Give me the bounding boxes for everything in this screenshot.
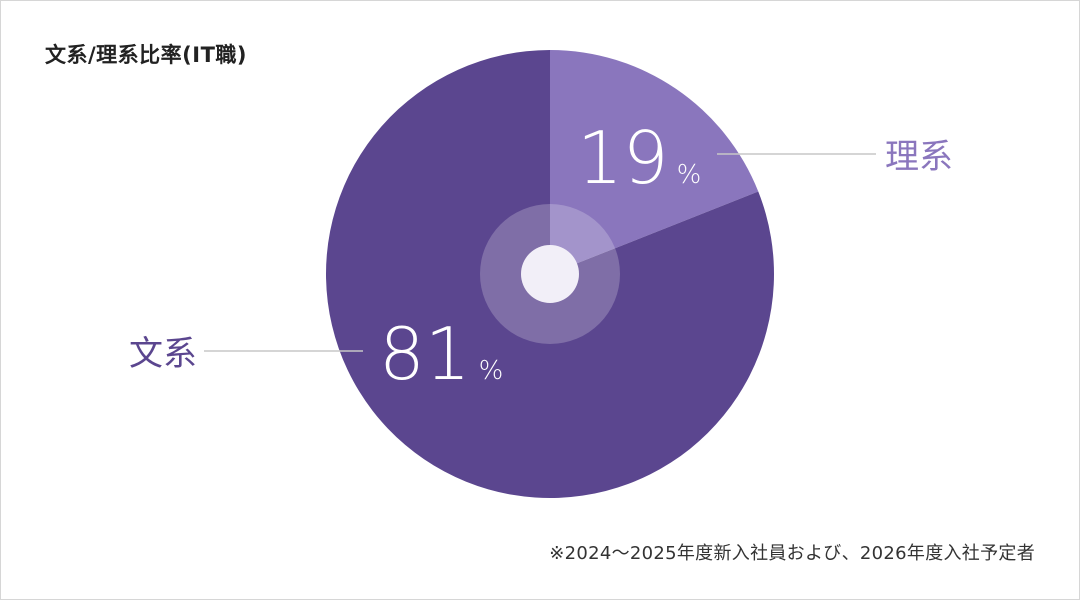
footnote: ※2024～2025年度新入社員および、2026年度入社予定者	[549, 543, 1035, 564]
pie-hub-center	[521, 245, 579, 303]
pie-hub	[480, 204, 620, 344]
slice-bunkei-category-label: 文系	[129, 334, 197, 374]
pie-slice-rikei	[550, 50, 759, 274]
slice-rikei-value-label: 19%	[577, 116, 701, 200]
slice-bunkei-value-label: 81%	[379, 312, 503, 396]
slice-rikei-category-label: 理系	[885, 137, 953, 177]
chart-title: 文系/理系比率(IT職)	[45, 43, 248, 67]
pie-labels: 19% 理系 81 % 文系	[129, 116, 953, 396]
